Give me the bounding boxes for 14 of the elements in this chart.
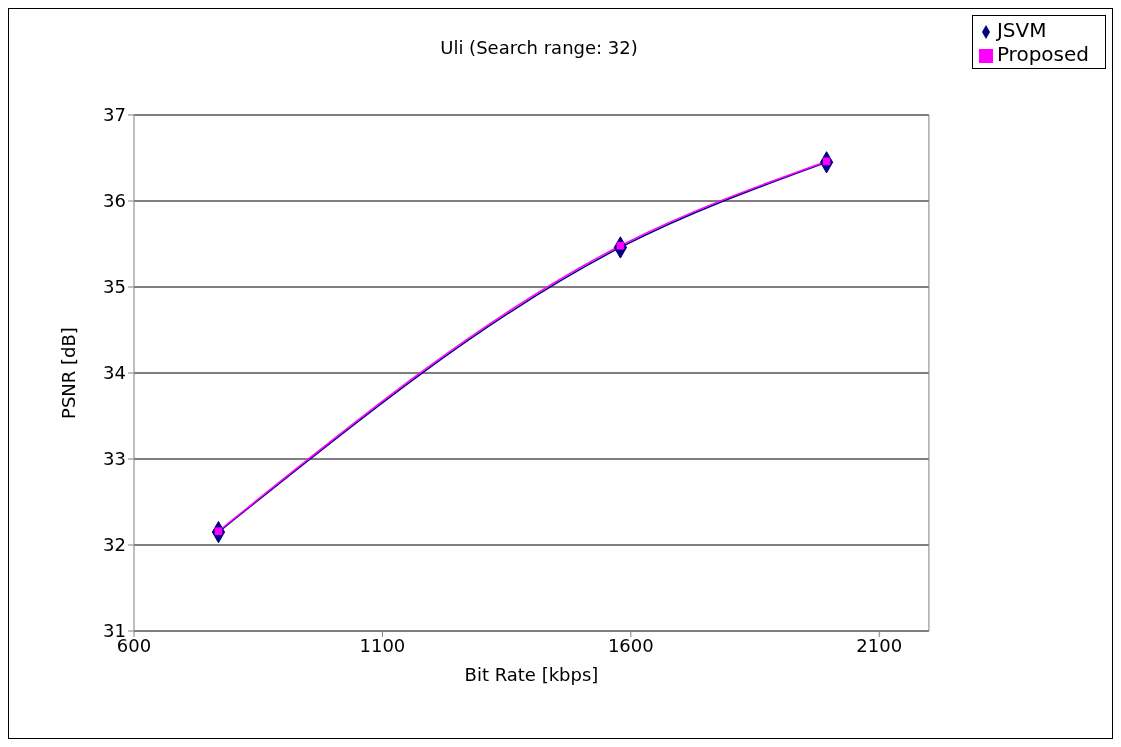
x-tick-label: 1600	[607, 634, 654, 656]
chart-title: Uli (Search range: 32)	[440, 37, 638, 58]
y-tick-label: 37	[103, 104, 126, 126]
x-axis-title: Bit Rate [kbps]	[464, 664, 599, 685]
y-tick-label: 32	[103, 534, 126, 556]
legend-label: Proposed	[996, 42, 1089, 66]
y-tick-label: 35	[103, 276, 126, 298]
x-tick-label: 2100	[856, 634, 903, 656]
x-tick-label: 1100	[359, 634, 406, 656]
legend-label: JSVM	[996, 18, 1047, 42]
y-axis-title: PSNR [dB]	[58, 327, 80, 419]
y-tick-label: 36	[103, 190, 126, 212]
y-tick-label: 34	[103, 362, 126, 384]
y-tick-label: 33	[103, 448, 126, 470]
